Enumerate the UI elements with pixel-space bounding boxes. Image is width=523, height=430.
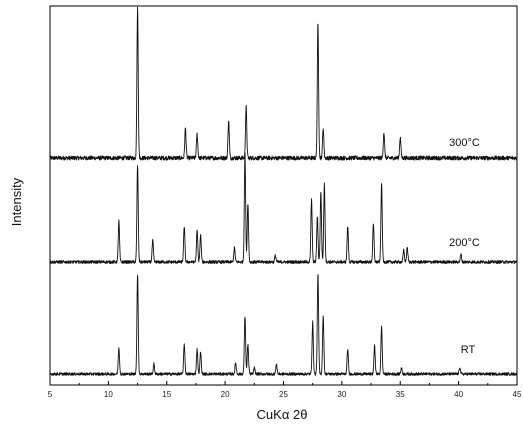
- series-group: [49, 6, 518, 376]
- y-axis-title: Intensity: [9, 177, 24, 226]
- plot-border: [49, 5, 518, 386]
- series-line-0: [49, 6, 518, 161]
- plot-frame: [49, 5, 518, 386]
- x-axis-title: CuKα 2θ: [257, 407, 308, 422]
- series-label-0: 300°C: [449, 137, 480, 149]
- x-axis-ticks: 5 10 15 20 25 30 35 40 45: [48, 381, 522, 399]
- x-tick-label: 40: [454, 390, 463, 399]
- x-tick-label: 5: [48, 390, 53, 399]
- series-line-2: [49, 274, 518, 376]
- x-tick-label: 15: [162, 390, 171, 399]
- x-tick-label: 20: [221, 390, 230, 399]
- x-tick-label: 30: [337, 390, 346, 399]
- series-label-1: 200°C: [449, 237, 480, 249]
- series-line-1: [49, 152, 518, 264]
- x-tick-label: 45: [513, 390, 522, 399]
- x-tick-label: 10: [104, 390, 113, 399]
- x-tick-label: 25: [279, 390, 288, 399]
- x-tick-label: 35: [396, 390, 405, 399]
- series-label-2: RT: [461, 344, 476, 356]
- series-labels: 300°C 200°C RT: [449, 137, 480, 356]
